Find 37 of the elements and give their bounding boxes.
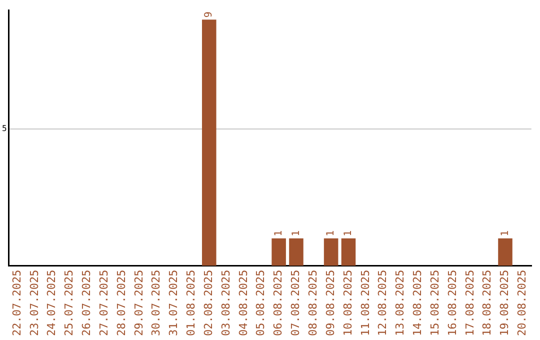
data-label: 1 <box>343 230 354 236</box>
x-tick-label: 18.08.2025 <box>480 270 494 336</box>
x-tick-label: 31.07.2025 <box>167 270 180 336</box>
x-tick-label: 16.08.2025 <box>446 270 459 336</box>
x-tick-label: 08.08.2025 <box>306 270 320 336</box>
data-label: 1 <box>273 230 284 236</box>
x-tick-label: 15.08.2025 <box>428 270 442 336</box>
x-tick-label: 07.08.2025 <box>289 270 302 336</box>
x-tick-label: 27.07.2025 <box>97 270 110 336</box>
x-tick-label: 05.08.2025 <box>254 270 268 336</box>
x-tick-label: 29.07.2025 <box>132 270 146 336</box>
x-tick-label: 22.07.2025 <box>10 270 24 336</box>
x-tick-label: 17.08.2025 <box>463 270 476 336</box>
x-tick-label: 25.07.2025 <box>62 270 76 336</box>
data-label: 1 <box>500 230 511 236</box>
x-tick-label: 23.07.2025 <box>28 270 41 336</box>
x-tick-label: 19.08.2025 <box>498 270 512 336</box>
x-tick-label: 02.08.2025 <box>202 270 215 336</box>
x-tick-label: 01.08.2025 <box>184 270 198 336</box>
y-tick-label: 5 <box>2 124 7 134</box>
x-tick-label: 26.07.2025 <box>80 270 94 336</box>
x-tick-label: 13.08.2025 <box>394 270 407 336</box>
x-tick-label: 04.08.2025 <box>236 270 250 336</box>
x-tick-label: 11.08.2025 <box>358 270 372 336</box>
x-tick-label: 03.08.2025 <box>219 270 232 336</box>
x-tick-label: 12.08.2025 <box>376 270 390 336</box>
x-tick-label: 09.08.2025 <box>324 270 337 336</box>
x-tick-label: 30.07.2025 <box>150 270 163 336</box>
x-tick-label: 28.07.2025 <box>114 270 128 336</box>
x-tick-label: 10.08.2025 <box>341 270 354 336</box>
data-label: 9 <box>204 12 215 18</box>
x-tick-label: 14.08.2025 <box>411 270 424 336</box>
data-label: 1 <box>290 230 302 236</box>
x-tick-label: 20.08.2025 <box>516 270 529 336</box>
data-label: 1 <box>326 230 337 236</box>
x-tick-label: 06.08.2025 <box>272 270 285 336</box>
x-tick-label: 24.07.2025 <box>45 270 58 336</box>
